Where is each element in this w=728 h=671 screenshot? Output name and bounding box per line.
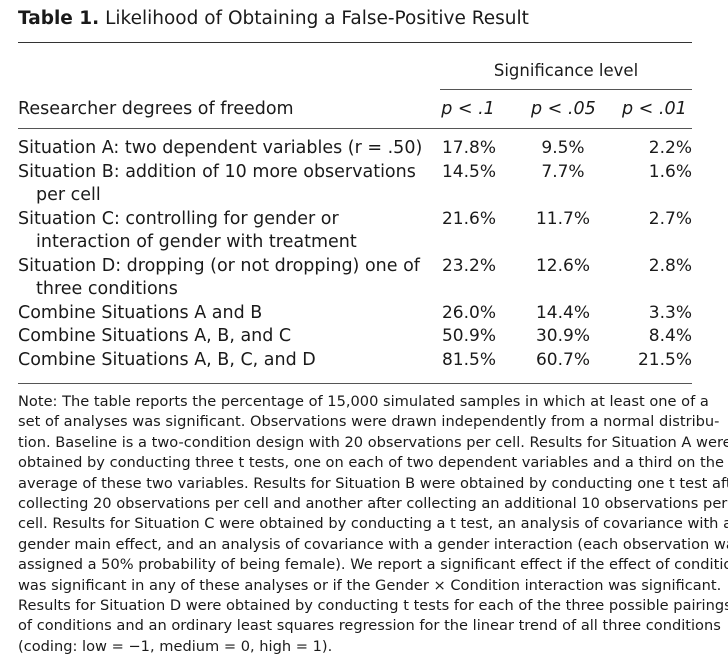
cell-value: 14.5% xyxy=(441,161,496,182)
table-body: Situation A: two dependent variables (r … xyxy=(18,137,692,372)
header-rule xyxy=(18,128,692,129)
row-label: Situation B: addition of 10 more observa… xyxy=(18,161,416,206)
column-header-p05: p < .05 xyxy=(531,99,596,119)
cell-value: 2.8% xyxy=(648,255,692,276)
table-row: Combine Situations A, B, C, and D 81.5% … xyxy=(18,349,692,373)
table-note: Note: The table reports the percentage o… xyxy=(18,392,728,657)
cell-value: 2.2% xyxy=(648,138,692,158)
cell-value: 9.5% xyxy=(541,138,585,158)
note-line: collecting 20 observations per cell and … xyxy=(18,495,728,513)
row-label: Situation C: controlling for gender or i… xyxy=(18,208,357,253)
cell-value: 50.9% xyxy=(441,326,496,346)
cell-value: 7.7% xyxy=(541,161,585,182)
note-line: set of analyses was significant. Observa… xyxy=(18,413,720,431)
note-line: Note: The table reports the percentage o… xyxy=(18,393,709,410)
note-line: (coding: low = −1, medium = 0, high = 1)… xyxy=(18,637,333,655)
cell-value: 3.3% xyxy=(648,302,692,323)
cell-value: 17.8% xyxy=(441,138,496,158)
significance-rule xyxy=(440,89,692,90)
table-row: Situation C: controlling for gender or i… xyxy=(18,208,692,255)
table-row: Combine Situations A, B, and C 50.9% 30.… xyxy=(18,325,692,349)
row-label: Situation A: two dependent variables (r … xyxy=(18,138,423,158)
row-label: Combine Situations A and B xyxy=(18,302,263,323)
row-label: Situation D: dropping (or not dropping) … xyxy=(18,255,420,300)
row-label: Combine Situations A, B, and C xyxy=(18,326,292,346)
significance-level-header: Significance level xyxy=(493,61,639,80)
cell-value: 81.5% xyxy=(441,349,496,370)
table-caption: Likelihood of Obtaining a False-Positive… xyxy=(105,8,529,29)
table-row: Situation A: two dependent variables (r … xyxy=(18,137,692,161)
table-row: Situation D: dropping (or not dropping) … xyxy=(18,255,692,302)
note-line: Results for Situation D were obtained by… xyxy=(18,597,728,615)
cell-value: 2.7% xyxy=(648,208,692,229)
note-line: cell. Results for Situation C were obtai… xyxy=(18,515,728,533)
cell-value: 14.4% xyxy=(535,302,590,323)
table-row: Combine Situations A and B 26.0% 14.4% 3… xyxy=(18,302,692,326)
cell-value: 21.6% xyxy=(441,208,496,229)
note-line: assigned a 50% probability of being fema… xyxy=(18,556,728,574)
cell-value: 23.2% xyxy=(441,255,496,276)
cell-value: 26.0% xyxy=(441,302,496,323)
column-header-p01: p < .01 xyxy=(622,99,687,119)
cell-value: 8.4% xyxy=(648,326,692,346)
note-line: obtained by conducting three t tests, on… xyxy=(18,454,724,472)
table-label: Table 1. xyxy=(18,8,100,29)
row-header: Researcher degrees of freedom xyxy=(18,99,294,119)
note-line: gender main effect, and an analysis of c… xyxy=(18,535,728,553)
table-title: Table 1. Likelihood of Obtaining a False… xyxy=(18,8,529,29)
table-row: Situation B: addition of 10 more observa… xyxy=(18,161,692,208)
cell-value: 11.7% xyxy=(535,208,590,229)
top-rule xyxy=(18,42,692,43)
note-line: tion. Baseline is a two-condition design… xyxy=(18,433,728,451)
note-line: of conditions and an ordinary least squa… xyxy=(18,617,721,635)
cell-value: 1.6% xyxy=(648,161,692,182)
cell-value: 12.6% xyxy=(535,255,590,276)
cell-value: 30.9% xyxy=(535,326,590,346)
column-header-p10: p < .1 xyxy=(441,99,495,119)
row-label: Combine Situations A, B, C, and D xyxy=(18,349,316,370)
cell-value: 60.7% xyxy=(535,349,590,370)
cell-value: 21.5% xyxy=(637,349,692,370)
note-line: was significant in any of these analyses… xyxy=(18,576,722,594)
bottom-rule xyxy=(18,383,692,384)
note-line: average of these two variables. Results … xyxy=(18,474,728,492)
